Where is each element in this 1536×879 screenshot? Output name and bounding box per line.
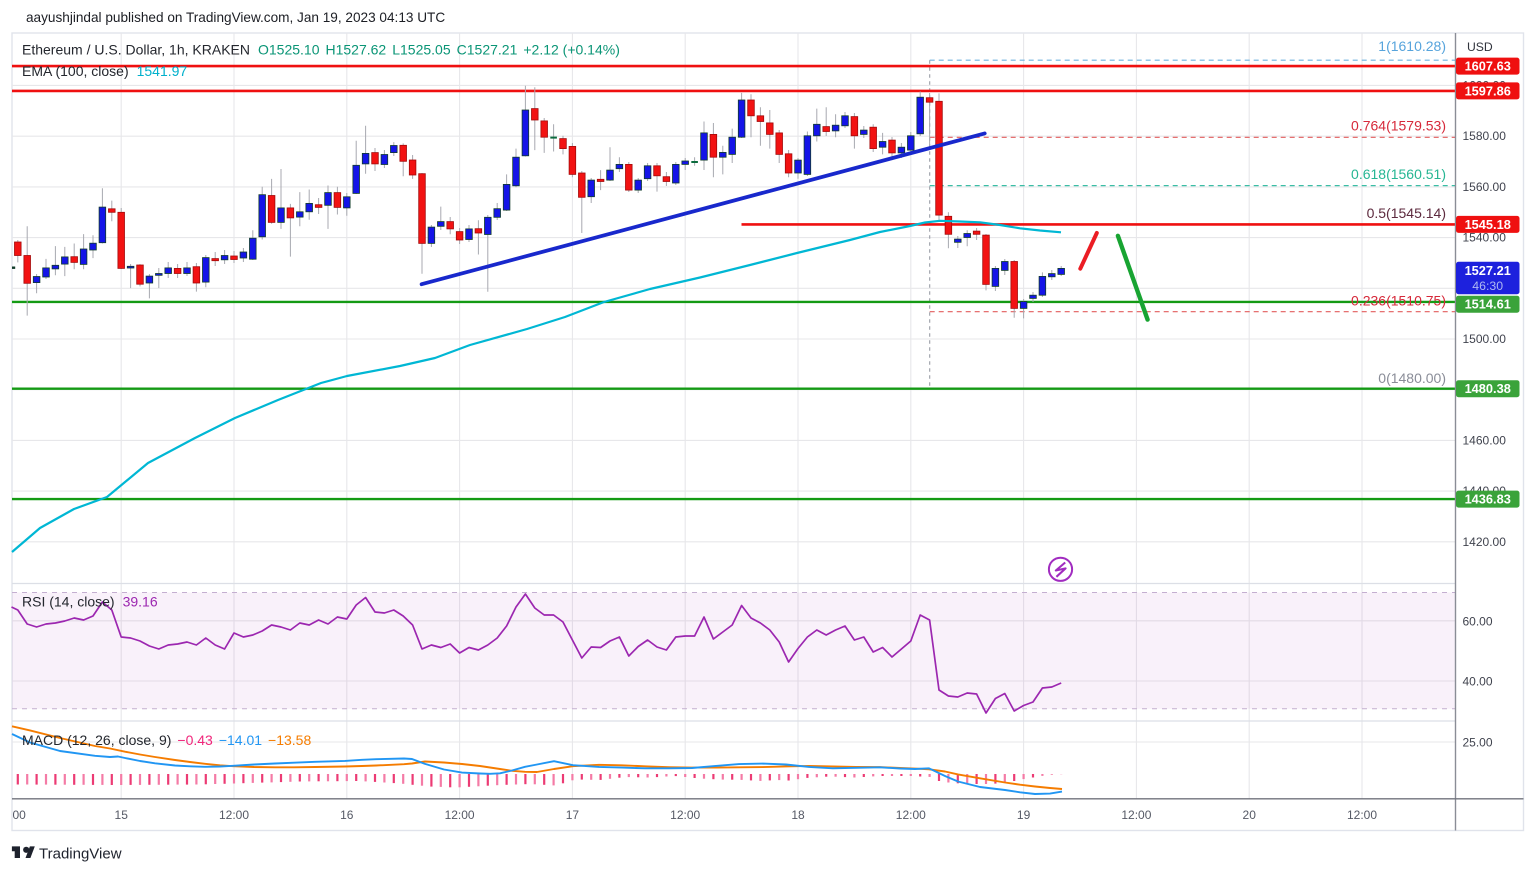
svg-text:19: 19 [1017,808,1031,822]
svg-text:1460.00: 1460.00 [1463,433,1507,447]
svg-text:18: 18 [791,808,805,822]
svg-text:12:00: 12:00 [896,808,926,822]
svg-text:1480.38: 1480.38 [1465,381,1511,396]
svg-text:1500.00: 1500.00 [1463,332,1507,346]
svg-text:MACD (12, 26, close, 9)−0.43−1: MACD (12, 26, close, 9) −0.43 −14.01 −13.58 [22,732,311,748]
svg-text:1607.63: 1607.63 [1465,59,1511,74]
svg-text:00: 00 [13,808,27,822]
svg-text:1436.83: 1436.83 [1465,492,1511,507]
svg-text:12:00: 12:00 [1347,808,1377,822]
svg-text:12:00: 12:00 [1121,808,1151,822]
svg-text:USD: USD [1467,40,1493,54]
svg-text:1514.61: 1514.61 [1465,297,1511,312]
svg-text:1597.86: 1597.86 [1465,83,1511,98]
svg-text:0.618(1560.51): 0.618(1560.51) [1351,166,1446,182]
svg-text:1527.21: 1527.21 [1465,263,1511,278]
svg-text:0.764(1579.53): 0.764(1579.53) [1351,118,1446,134]
svg-text:1545.18: 1545.18 [1465,217,1511,232]
svg-text:0(1480.00): 0(1480.00) [1378,370,1446,386]
svg-text:12:00: 12:00 [670,808,700,822]
svg-text:16: 16 [340,808,354,822]
svg-text:20: 20 [1243,808,1257,822]
svg-text:15: 15 [115,808,129,822]
svg-text:EMA (100, close)1541.97: EMA (100, close) 1541.97 [22,63,187,79]
svg-text:1420.00: 1420.00 [1463,535,1507,549]
svg-text:1560.00: 1560.00 [1463,180,1507,194]
svg-text:1540.00: 1540.00 [1463,231,1507,245]
svg-text:17: 17 [566,808,580,822]
svg-text:60.00: 60.00 [1463,614,1493,628]
svg-text:25.00: 25.00 [1463,736,1493,750]
svg-text:RSI (14, close)39.16: RSI (14, close) 39.16 [22,594,158,610]
svg-text:12:00: 12:00 [219,808,249,822]
svg-text:1580.00: 1580.00 [1463,129,1507,143]
svg-text:0.236(1510.75): 0.236(1510.75) [1351,293,1446,309]
svg-text:TradingView: TradingView [39,845,122,862]
svg-text:aayushjindal published on Trad: aayushjindal published on TradingView.co… [26,10,445,25]
svg-text:12:00: 12:00 [445,808,475,822]
svg-text:0.5(1545.14): 0.5(1545.14) [1367,205,1446,221]
svg-text:40.00: 40.00 [1463,675,1493,689]
svg-text:1(1610.28): 1(1610.28) [1378,38,1446,54]
svg-text:46:30: 46:30 [1472,279,1503,293]
